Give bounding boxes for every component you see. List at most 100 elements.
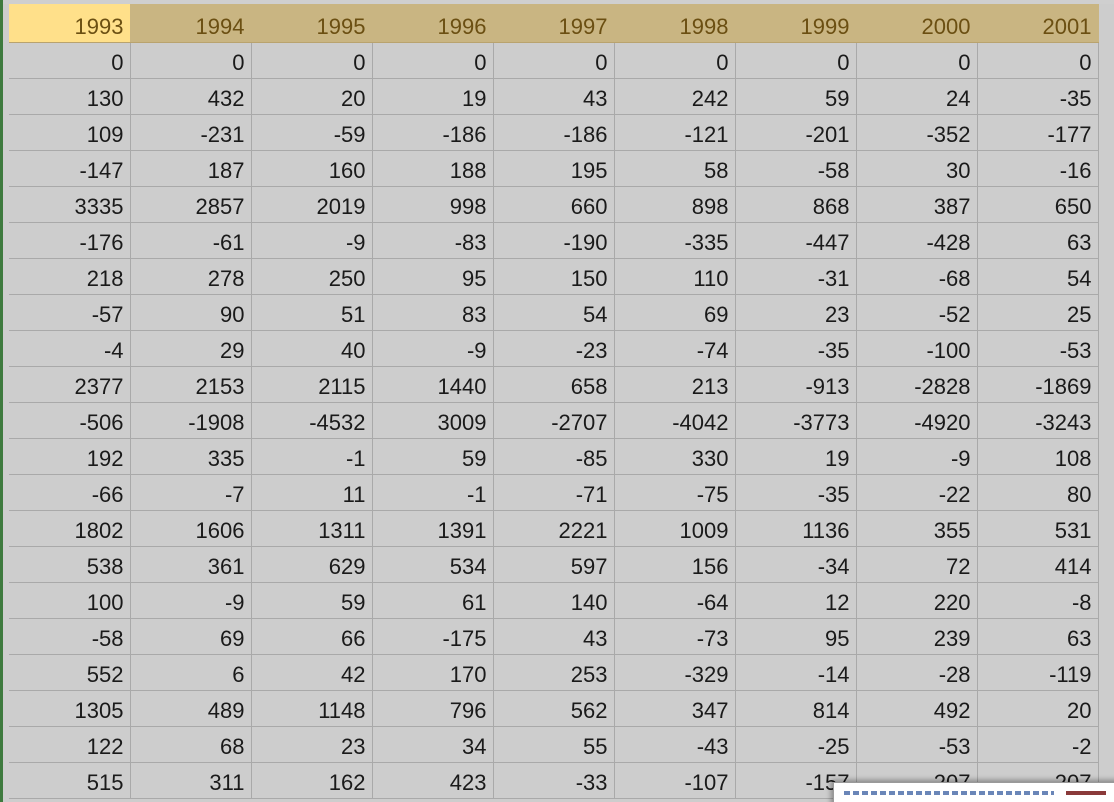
table-cell[interactable]: -9 — [856, 438, 978, 475]
table-cell[interactable]: 242 — [614, 78, 736, 115]
table-cell[interactable]: 30 — [856, 150, 978, 187]
table-cell[interactable]: 0 — [9, 42, 131, 79]
table-cell[interactable]: -64 — [614, 582, 736, 619]
table-cell[interactable]: -352 — [856, 114, 978, 151]
table-cell[interactable]: -2 — [977, 726, 1099, 763]
table-cell[interactable]: -231 — [130, 114, 252, 151]
table-cell[interactable]: 83 — [372, 294, 494, 331]
table-cell[interactable]: 150 — [493, 258, 615, 295]
table-cell[interactable]: -35 — [735, 474, 857, 511]
table-cell[interactable]: 90 — [130, 294, 252, 331]
table-cell[interactable]: 538 — [9, 546, 131, 583]
table-cell[interactable]: -329 — [614, 654, 736, 691]
table-cell[interactable]: -53 — [856, 726, 978, 763]
table-cell[interactable]: -43 — [614, 726, 736, 763]
table-cell[interactable]: 195 — [493, 150, 615, 187]
table-cell[interactable]: 6 — [130, 654, 252, 691]
table-cell[interactable]: 868 — [735, 186, 857, 223]
table-cell[interactable]: -9 — [251, 222, 373, 259]
table-cell[interactable]: -186 — [493, 114, 615, 151]
table-cell[interactable]: 629 — [251, 546, 373, 583]
table-cell[interactable]: 100 — [9, 582, 131, 619]
table-cell[interactable]: -3243 — [977, 402, 1099, 439]
table-cell[interactable]: 432 — [130, 78, 252, 115]
table-cell[interactable]: 12 — [735, 582, 857, 619]
table-cell[interactable]: -1 — [372, 474, 494, 511]
column-header-1994[interactable]: 1994 — [130, 4, 252, 43]
table-cell[interactable]: 54 — [493, 294, 615, 331]
table-cell[interactable]: 0 — [493, 42, 615, 79]
column-header-1993[interactable]: 1993 — [9, 4, 131, 43]
table-cell[interactable]: 423 — [372, 762, 494, 799]
table-cell[interactable]: -68 — [856, 258, 978, 295]
table-cell[interactable]: 361 — [130, 546, 252, 583]
table-cell[interactable]: 0 — [735, 42, 857, 79]
table-cell[interactable]: -121 — [614, 114, 736, 151]
table-cell[interactable]: 80 — [977, 474, 1099, 511]
table-cell[interactable]: 3009 — [372, 402, 494, 439]
table-cell[interactable]: 140 — [493, 582, 615, 619]
table-cell[interactable]: 311 — [130, 762, 252, 799]
table-cell[interactable]: -71 — [493, 474, 615, 511]
table-cell[interactable]: 796 — [372, 690, 494, 727]
table-cell[interactable]: 108 — [977, 438, 1099, 475]
table-cell[interactable]: 11 — [251, 474, 373, 511]
table-cell[interactable]: -4 — [9, 330, 131, 367]
table-cell[interactable]: 188 — [372, 150, 494, 187]
table-cell[interactable]: 2377 — [9, 366, 131, 403]
table-cell[interactable]: -186 — [372, 114, 494, 151]
table-cell[interactable]: 3335 — [9, 186, 131, 223]
table-cell[interactable]: 2153 — [130, 366, 252, 403]
table-cell[interactable]: 23 — [251, 726, 373, 763]
table-cell[interactable]: 1440 — [372, 366, 494, 403]
table-cell[interactable]: -506 — [9, 402, 131, 439]
table-cell[interactable]: 335 — [130, 438, 252, 475]
table-cell[interactable]: -9 — [130, 582, 252, 619]
table-cell[interactable]: -335 — [614, 222, 736, 259]
table-cell[interactable]: 1802 — [9, 510, 131, 547]
table-cell[interactable]: 122 — [9, 726, 131, 763]
column-header-2001[interactable]: 2001 — [977, 4, 1099, 43]
table-cell[interactable]: -4042 — [614, 402, 736, 439]
table-cell[interactable]: 220 — [856, 582, 978, 619]
table-cell[interactable]: -7 — [130, 474, 252, 511]
table-cell[interactable]: 650 — [977, 186, 1099, 223]
table-cell[interactable]: 2019 — [251, 186, 373, 223]
table-cell[interactable]: 2221 — [493, 510, 615, 547]
table-cell[interactable]: -58 — [9, 618, 131, 655]
table-cell[interactable]: 2115 — [251, 366, 373, 403]
column-header-1997[interactable]: 1997 — [493, 4, 615, 43]
table-cell[interactable]: 492 — [856, 690, 978, 727]
table-cell[interactable]: 0 — [251, 42, 373, 79]
table-cell[interactable]: 68 — [130, 726, 252, 763]
table-cell[interactable]: -33 — [493, 762, 615, 799]
table-cell[interactable]: -58 — [735, 150, 857, 187]
column-header-1995[interactable]: 1995 — [251, 4, 373, 43]
table-cell[interactable]: 19 — [372, 78, 494, 115]
table-cell[interactable]: -1908 — [130, 402, 252, 439]
table-cell[interactable]: -177 — [977, 114, 1099, 151]
table-cell[interactable]: 66 — [251, 618, 373, 655]
table-cell[interactable]: 489 — [130, 690, 252, 727]
table-cell[interactable]: 2857 — [130, 186, 252, 223]
table-cell[interactable]: 61 — [372, 582, 494, 619]
table-cell[interactable]: -73 — [614, 618, 736, 655]
table-cell[interactable]: -14 — [735, 654, 857, 691]
table-cell[interactable]: 110 — [614, 258, 736, 295]
table-cell[interactable]: -147 — [9, 150, 131, 187]
table-cell[interactable]: 109 — [9, 114, 131, 151]
table-cell[interactable]: 658 — [493, 366, 615, 403]
table-cell[interactable]: 330 — [614, 438, 736, 475]
table-cell[interactable]: 187 — [130, 150, 252, 187]
table-cell[interactable]: 250 — [251, 258, 373, 295]
table-cell[interactable]: -75 — [614, 474, 736, 511]
table-cell[interactable]: 170 — [372, 654, 494, 691]
table-cell[interactable]: 55 — [493, 726, 615, 763]
table-cell[interactable]: 1009 — [614, 510, 736, 547]
table-cell[interactable]: 218 — [9, 258, 131, 295]
table-cell[interactable]: 43 — [493, 78, 615, 115]
table-cell[interactable]: 156 — [614, 546, 736, 583]
table-cell[interactable]: -190 — [493, 222, 615, 259]
table-cell[interactable]: 43 — [493, 618, 615, 655]
table-cell[interactable]: 0 — [372, 42, 494, 79]
